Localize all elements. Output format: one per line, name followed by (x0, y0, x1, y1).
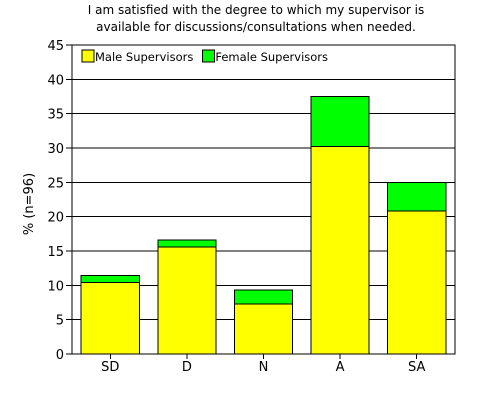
y-tick-label: 20 (47, 211, 64, 226)
y-tick-label: 25 (47, 176, 64, 191)
bar-d-series-1 (157, 246, 217, 355)
legend-swatch-series-2 (201, 49, 215, 63)
bar-sd-series-2 (80, 275, 140, 284)
x-tick-label: N (259, 360, 269, 375)
legend-label-series-2: Female Supervisors (215, 50, 328, 64)
x-tick-label: A (336, 360, 345, 375)
bar-a-series-2 (310, 96, 370, 148)
legend: Male Supervisors Female Supervisors (81, 49, 328, 64)
bar-d-series-2 (157, 239, 217, 248)
axes: 0 5 10 15 20 25 30 35 40 45 SD D N A SA (47, 39, 456, 375)
bar-a-series-1 (310, 146, 370, 355)
bar-sa-series-2 (387, 181, 447, 212)
legend-label-series-1: Male Supervisors (95, 50, 193, 64)
bars (80, 96, 447, 355)
y-tick-label: 15 (47, 245, 64, 260)
y-tick-label: 0 (56, 348, 64, 363)
bar-n-series-2 (233, 289, 294, 305)
x-tick-label: SA (408, 360, 425, 375)
x-tick-label: SD (101, 360, 119, 375)
x-tick-label: D (182, 360, 192, 375)
bar-sd-series-1 (80, 282, 140, 355)
y-tick-label: 45 (47, 39, 64, 54)
y-tick-label: 10 (47, 279, 64, 294)
y-tick-label: 30 (47, 142, 64, 157)
y-tick-label: 35 (47, 108, 64, 123)
bar-n-series-1 (233, 303, 294, 355)
legend-swatch-series-1 (81, 49, 95, 63)
chart-title-line-1: I am satisfied with the degree to which … (88, 3, 425, 17)
y-tick-label: 5 (56, 314, 64, 329)
chart-title-line-2: available for discussions/consultations … (96, 20, 416, 34)
plot-frame (71, 44, 456, 355)
y-tick-label: 40 (47, 73, 64, 88)
y-axis-label: % (n=96) (22, 173, 37, 235)
bar-sa-series-1 (387, 210, 447, 355)
